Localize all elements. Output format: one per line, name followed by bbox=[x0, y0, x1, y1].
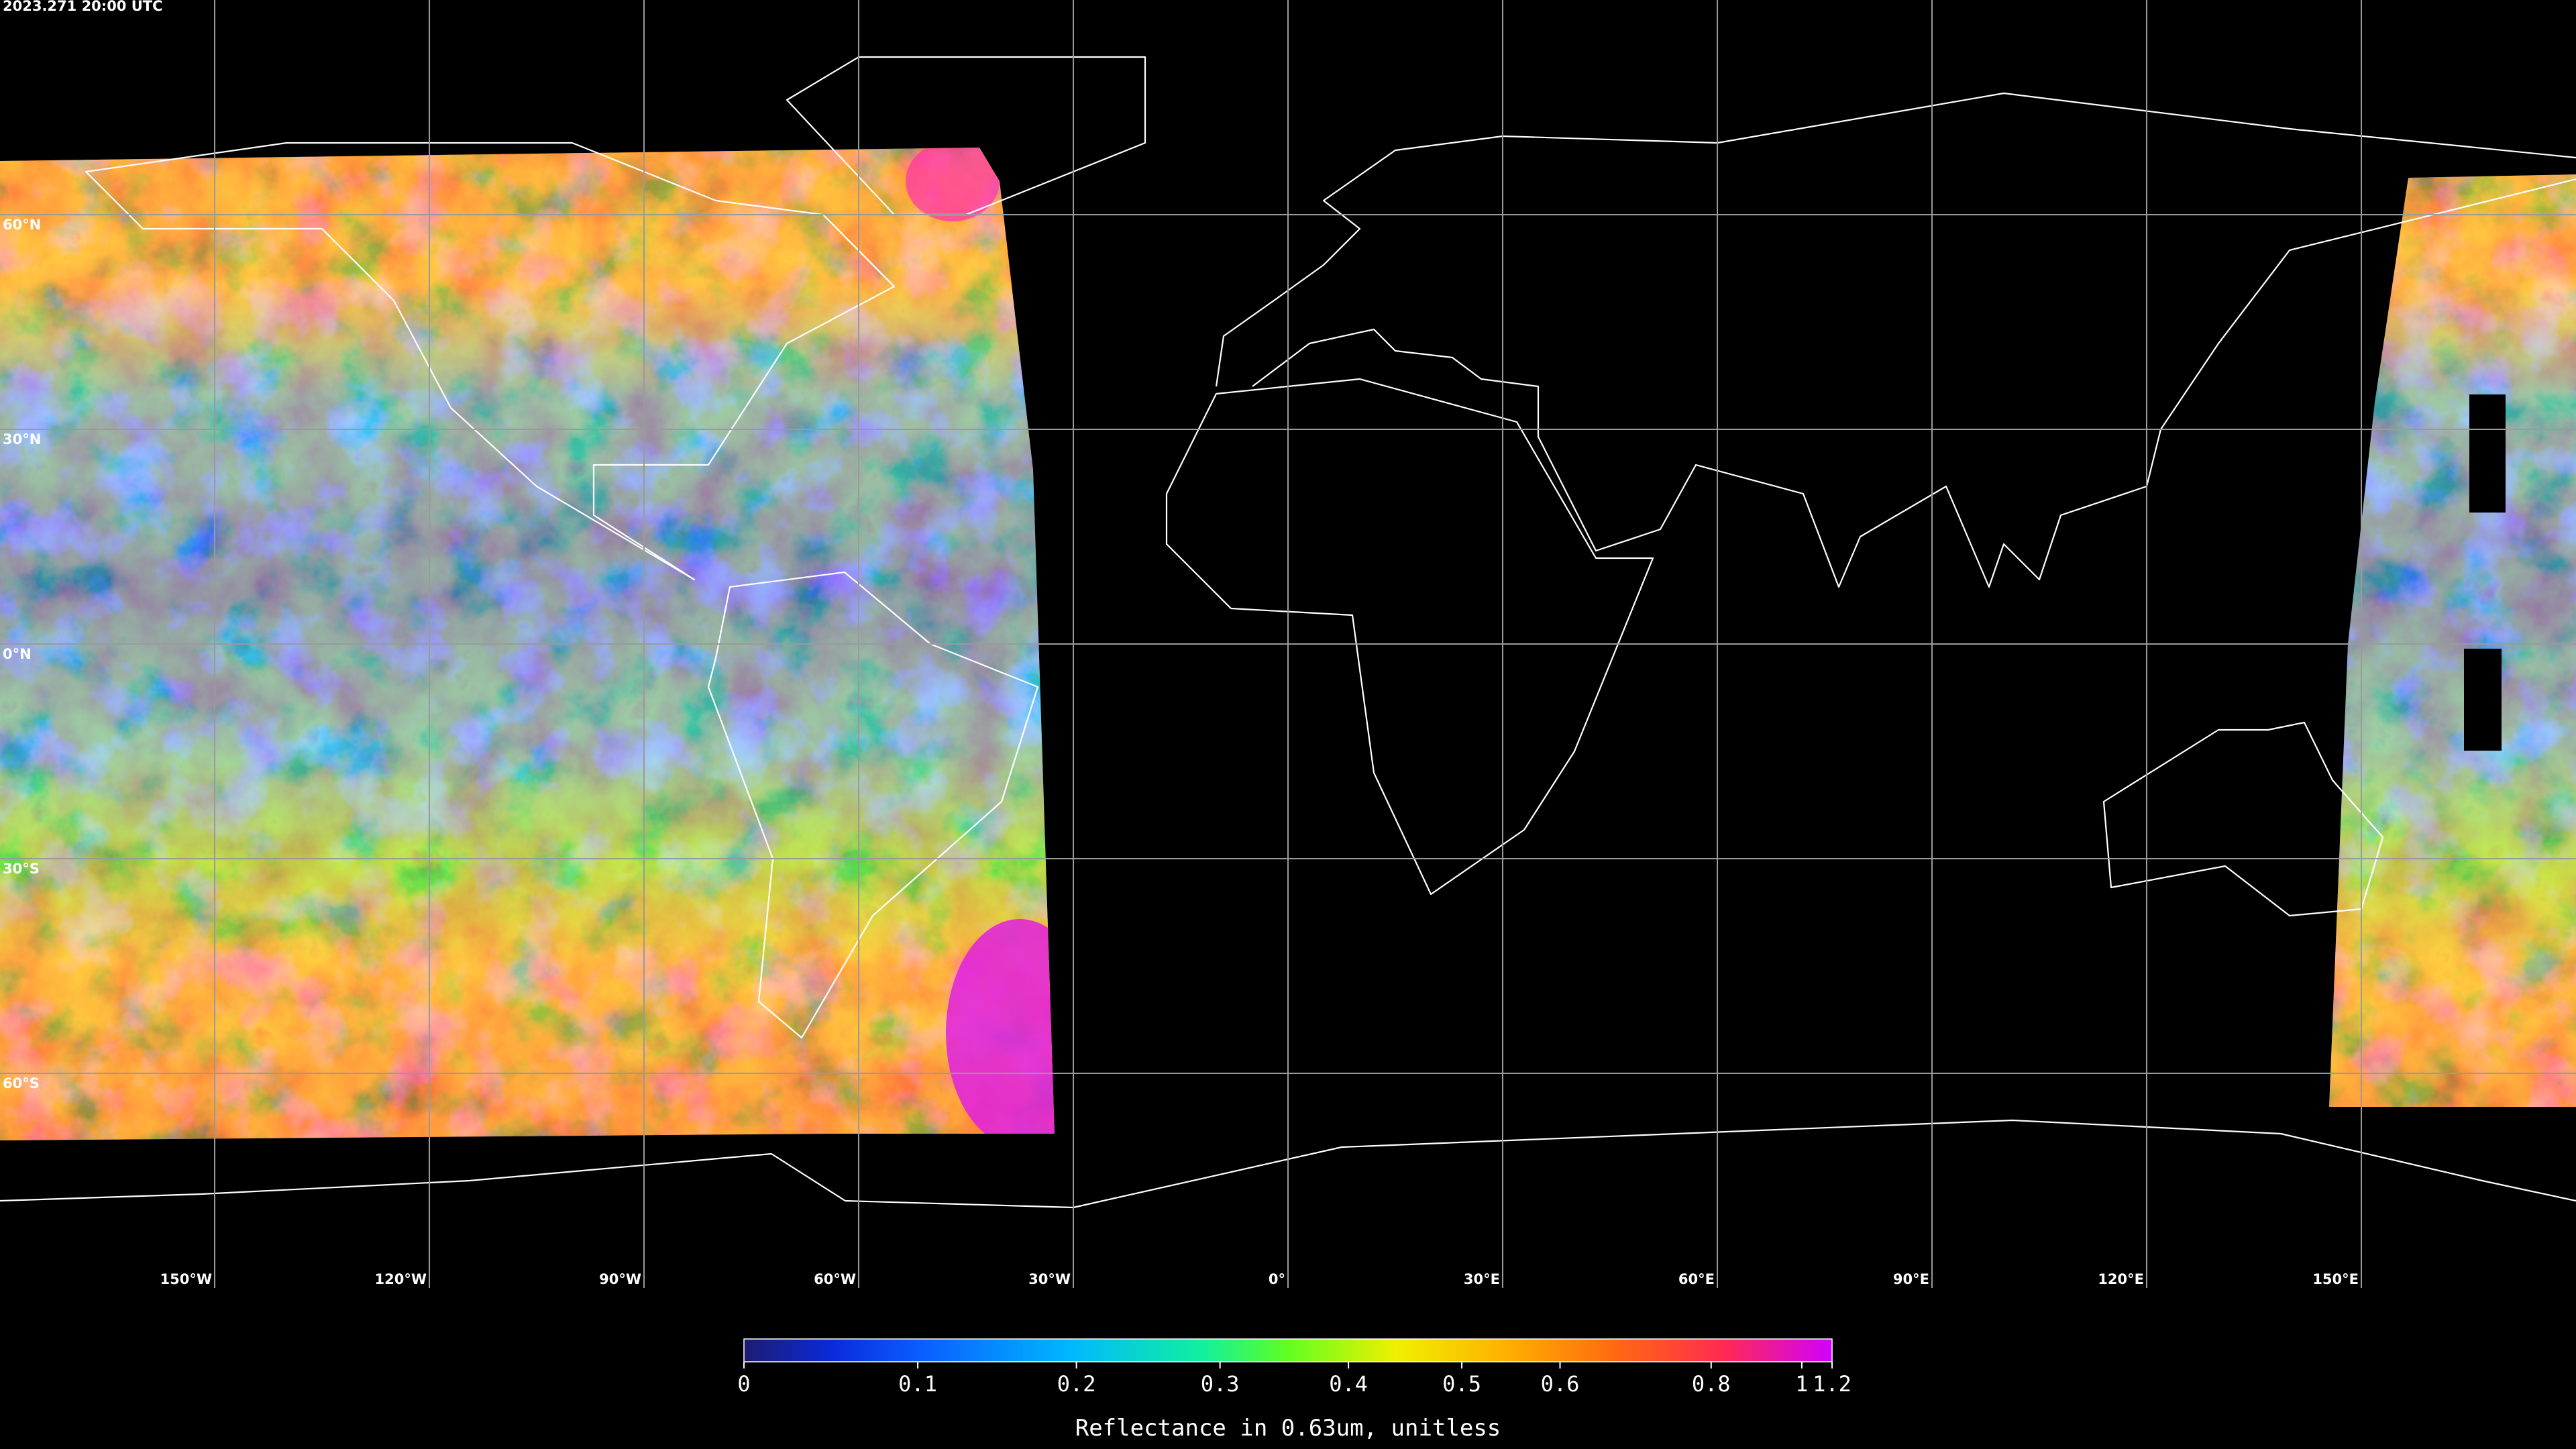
latitude-label: 60°N bbox=[3, 217, 41, 233]
colorbar-title: Reflectance in 0.63um, unitless bbox=[1075, 1415, 1501, 1442]
longitude-label: 90°E bbox=[1893, 1271, 1929, 1287]
coast-australia bbox=[2102, 721, 2384, 917]
timestamp: 2023.271 20:00 UTC bbox=[3, 0, 163, 14]
latitude-label: 0°N bbox=[3, 646, 32, 662]
colorbar-ramp bbox=[743, 1338, 1833, 1362]
coast-antarctica bbox=[0, 1119, 2576, 1209]
coast-africa bbox=[1165, 378, 1654, 896]
longitude-label: 30°E bbox=[1464, 1271, 1500, 1287]
graticule bbox=[0, 0, 2576, 1288]
longitude-label: 30°W bbox=[1028, 1271, 1071, 1287]
imagery-highlight bbox=[946, 919, 1055, 1140]
coast-eurasia bbox=[1215, 92, 2576, 387]
longitude-label: 120°E bbox=[2098, 1271, 2144, 1287]
imagery-highlight bbox=[906, 148, 1000, 221]
longitude-label: 120°W bbox=[375, 1271, 427, 1287]
colorbar-tick-label: 0.1 bbox=[898, 1371, 937, 1397]
longitude-label: 150°E bbox=[2312, 1271, 2359, 1287]
colorbar-tick-label: 0.8 bbox=[1692, 1371, 1731, 1397]
imagery-gap bbox=[2464, 649, 2502, 751]
graticule-labels: 150°W 120°W 90°W 60°W 30°W 0° 30°E 60°E 90°E 120°… bbox=[3, 217, 2359, 1287]
latitude-label: 30°S bbox=[3, 861, 40, 877]
imagery-gap bbox=[2469, 394, 2506, 513]
colorbar-tick-label: 1 bbox=[1795, 1371, 1808, 1397]
colorbar: Reflectance in 0.63um, unitless 0 0.1 0.2 0… bbox=[737, 1338, 1851, 1442]
longitude-label: 60°W bbox=[814, 1271, 856, 1287]
colorbar-tick-label: 0.5 bbox=[1442, 1371, 1481, 1397]
colorbar-tick-label: 0 bbox=[737, 1371, 750, 1397]
latitude-label: 30°N bbox=[3, 431, 41, 447]
latitude-label: 60°S bbox=[3, 1075, 40, 1091]
coast-north-america bbox=[85, 142, 896, 581]
colorbar-tick-label: 0.2 bbox=[1057, 1371, 1096, 1397]
colorbar-tick-label: 0.3 bbox=[1201, 1371, 1240, 1397]
longitude-label: 60°E bbox=[1678, 1271, 1715, 1287]
colorbar-tick-label: 0.4 bbox=[1329, 1371, 1368, 1397]
longitude-label: 150°W bbox=[160, 1271, 213, 1287]
longitude-label: 90°W bbox=[599, 1271, 641, 1287]
colorbar-tick-label: 0.6 bbox=[1541, 1371, 1580, 1397]
colorbar-tick-label: 1.2 bbox=[1813, 1371, 1851, 1397]
longitude-label: 0° bbox=[1269, 1271, 1285, 1287]
